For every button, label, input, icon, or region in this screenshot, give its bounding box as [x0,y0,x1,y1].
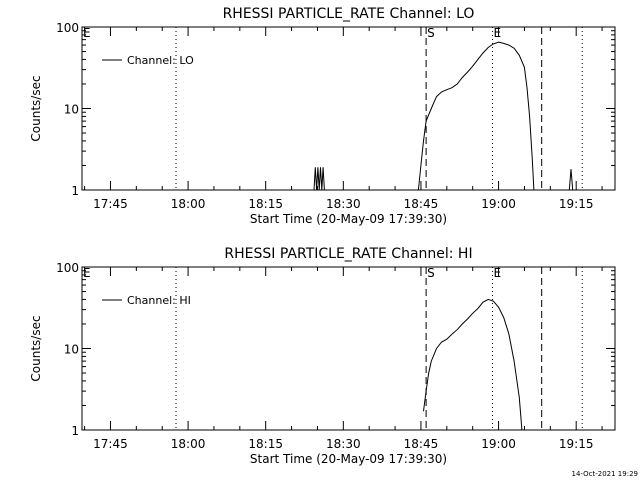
plot-frame [81,26,616,191]
x-tick-label: 17:45 [93,437,128,451]
series-line [423,298,523,431]
y-tick-label: 1 [71,424,79,438]
series-line [313,167,325,191]
panel-lo: RHESSI PARTICLE_RATE Channel: LO 1 10 100 17… [29,6,616,226]
x-axis-label: Start Time (20-May-09 17:39:30) [250,452,447,466]
x-tick-label: 18:15 [248,197,283,211]
x-tick-label: 18:45 [404,437,439,451]
x-tick-label: 18:45 [404,197,439,211]
y-tick-label: 100 [56,261,79,275]
event-marker-label: S [427,266,435,280]
plot-frame [81,266,616,431]
y-tick-label: 10 [64,103,79,117]
series-line [417,41,535,191]
x-tick-label: 17:45 [93,197,128,211]
y-tick-label: 10 [64,343,79,357]
x-tick-label: 18:00 [171,437,206,451]
event-marker-label: E [494,266,502,280]
panel-hi: RHESSI PARTICLE_RATE Channel: HI 1 10 100 17… [29,246,616,466]
timestamp-label: 14-Oct-2021 19:29 [572,470,638,478]
x-tick-label: 19:15 [559,197,594,211]
chart-title: RHESSI PARTICLE_RATE Channel: HI [224,246,472,262]
x-axis-label: Start Time (20-May-09 17:39:30) [250,212,447,226]
x-tick-label: 18:15 [248,437,283,451]
y-tick-label: 1 [71,184,79,198]
y-tick-label: 100 [56,21,79,35]
legend-label: Channel: HI [127,294,191,307]
x-tick-label: 19:00 [481,437,516,451]
x-tick-label: 18:30 [326,437,361,451]
y-axis-label: Counts/sec [29,315,43,381]
event-marker-label: E [83,26,91,40]
legend-label: Channel: LO [127,54,194,67]
event-marker-label: E [494,26,502,40]
x-tick-label: 19:15 [559,437,594,451]
series-line [568,169,574,191]
chart-title: RHESSI PARTICLE_RATE Channel: LO [223,6,475,22]
x-tick-label: 19:00 [481,197,516,211]
event-marker-label: S [427,26,435,40]
event-marker-label: E [83,266,91,280]
y-axis-label: Counts/sec [29,75,43,141]
x-tick-label: 18:30 [326,197,361,211]
x-tick-label: 18:00 [171,197,206,211]
